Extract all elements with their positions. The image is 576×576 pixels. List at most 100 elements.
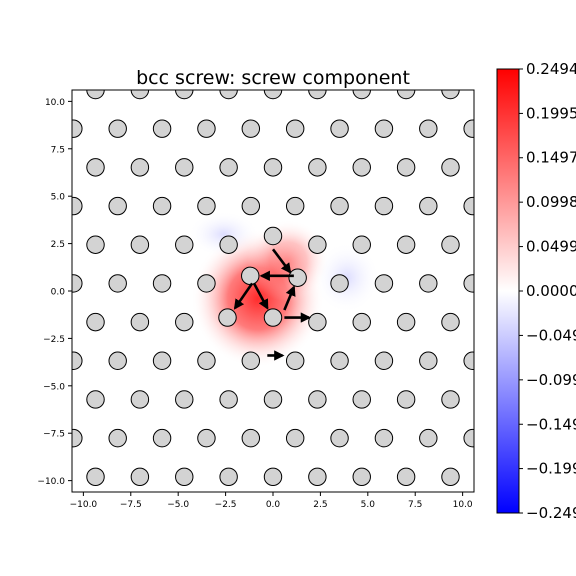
y-tick-label: 7.5 [51,145,65,155]
atom [285,428,305,448]
x-tick-label: 2.5 [313,500,327,510]
colorbar-ticks: 0.2494 0.1995 0.1497 0.0998 0.0499 0.0000 −0.0… [519,60,576,522]
atom [197,196,216,216]
atom [130,467,150,487]
atom [152,196,172,216]
atom [152,274,172,293]
x-tick-label: −2.5 [215,500,237,510]
atom [374,428,394,448]
field-heatmap [187,211,381,368]
displacement-arrow [252,282,269,310]
y-tick-label: 2.5 [51,240,65,250]
atom [197,351,216,371]
atom [330,428,349,448]
atom [108,274,127,293]
atom [72,119,83,138]
field-negative-0 [187,211,260,258]
atom [441,467,460,487]
colorbar-tick-label: 0.0499 [526,238,576,256]
colorbar-tick-label: −0.2494 [526,504,576,522]
atom [463,274,474,293]
atom [374,351,394,371]
atom [197,274,216,293]
atom [396,235,416,254]
atom [219,390,238,409]
atom [72,351,83,371]
displacement-arrows [233,248,312,361]
colorbar-tick-label: 0.1995 [526,104,576,122]
x-tick-label: −10.0 [70,500,98,510]
colorbar-tick-label: −0.1995 [526,460,576,478]
atom [308,235,327,254]
colorbar-tick-label: −0.0998 [526,371,576,389]
x-tick-label: 7.5 [408,500,422,510]
atom [396,312,416,332]
atom [241,428,261,448]
y-tick-label: −7.5 [43,430,65,440]
atom [175,158,194,177]
atom [130,235,150,254]
atom [108,196,127,216]
atom [86,467,105,487]
atom [152,119,172,138]
atom [241,351,261,371]
atom [175,312,194,332]
atom [463,196,474,216]
atom [130,390,150,409]
atom [263,158,283,177]
atom [374,196,394,216]
atom [308,390,327,409]
atom [263,308,283,327]
atom [197,119,216,138]
atom [219,158,238,177]
atom [419,428,438,448]
atom [72,428,83,448]
atom [441,312,460,332]
atom [130,312,150,332]
atom [241,266,260,286]
atom [219,235,238,254]
atom [86,390,105,409]
displacement-arrow [271,248,292,274]
y-axis: 10.0 7.5 5.0 2.5 0.0 −2.5 −5.0 −7.5 −10.0 [37,98,72,487]
y-tick-label: −2.5 [43,335,65,345]
atom [86,312,105,332]
y-tick-label: 10.0 [45,98,65,108]
atom [130,158,150,177]
atom [152,351,172,371]
atom [330,196,349,216]
y-tick-label: 5.0 [51,193,66,203]
atom [419,196,438,216]
colorbar-tick-label: 0.0998 [526,193,576,211]
atom [352,235,371,254]
y-tick-label: −10.0 [37,477,65,487]
atom [374,119,394,138]
colorbar-tick-label: −0.1497 [526,415,576,433]
colorbar-tick-label: 0.0000 [526,282,576,300]
colorbar-tick-label: 0.2494 [526,60,576,78]
atom [441,158,460,177]
atom [152,428,172,448]
x-tick-label: 5.0 [361,500,376,510]
atom [241,196,261,216]
atom [441,390,460,409]
atom [285,351,305,371]
chart-title: bcc screw: screw component [136,67,410,89]
x-axis: −10.0 −7.5 −5.0 −2.5 0.0 2.5 5.0 7.5 10.0 [70,492,473,510]
y-tick-label: −5.0 [43,382,65,392]
atom [175,467,194,487]
atom [419,274,438,293]
atom [463,351,474,371]
atom [285,196,305,216]
atom [396,158,416,177]
atom [352,467,371,487]
atom [108,428,127,448]
atom [308,312,327,332]
atom [419,119,438,138]
atom [175,235,194,254]
atom [285,119,305,138]
field-negative-1 [313,241,381,314]
atom [218,308,237,327]
atom [419,351,438,371]
